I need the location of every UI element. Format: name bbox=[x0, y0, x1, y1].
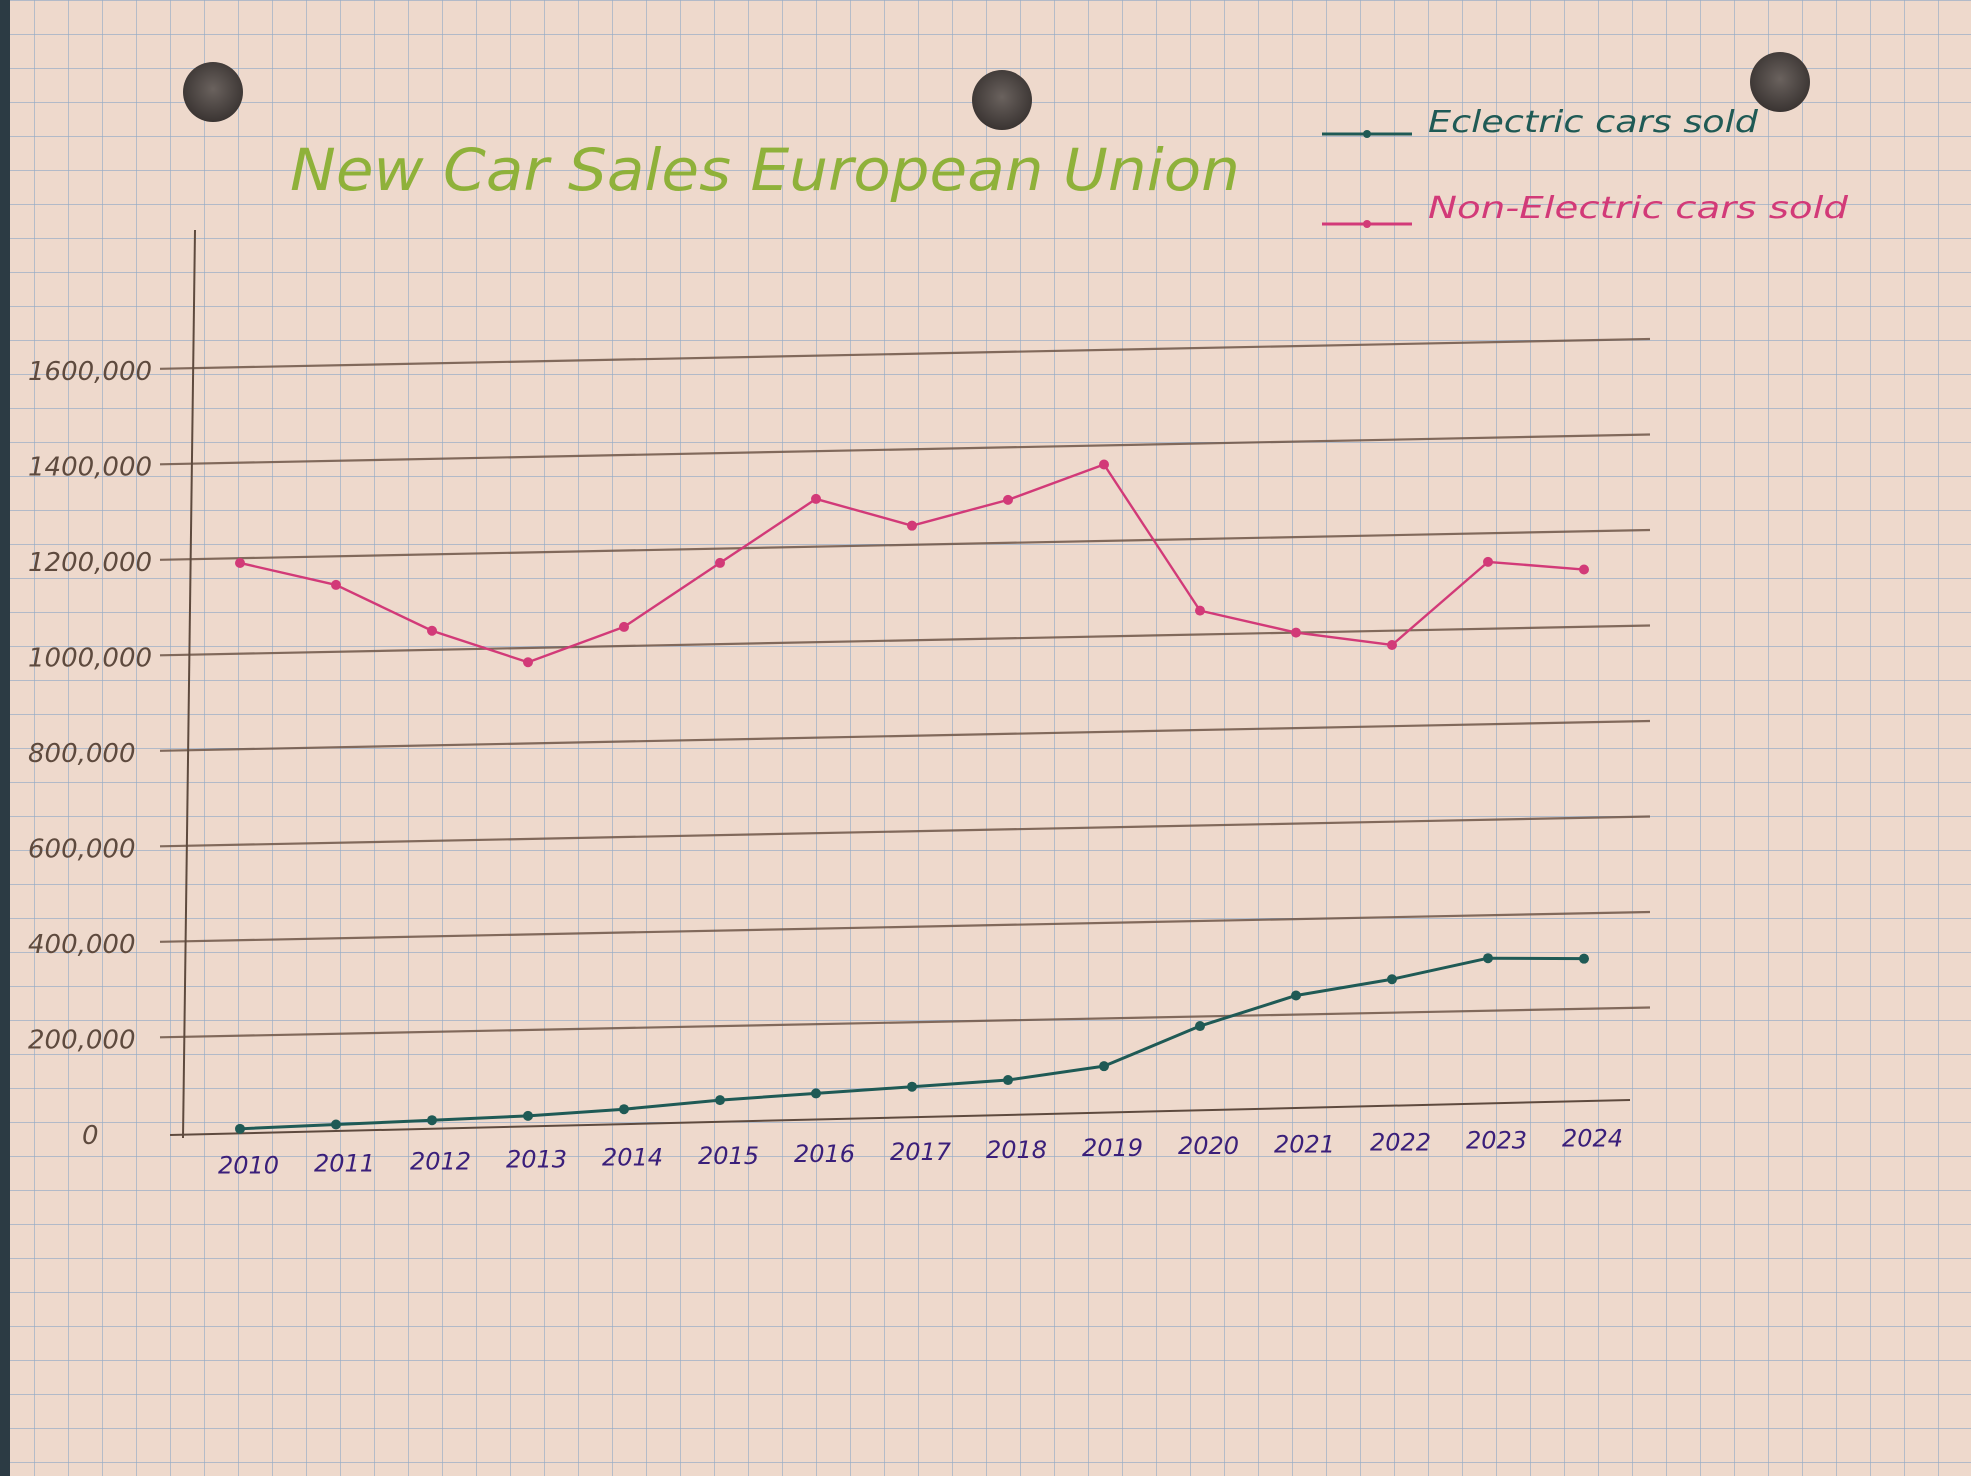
data-point bbox=[1387, 639, 1397, 650]
data-point bbox=[523, 657, 533, 668]
x-tick-label: 2021 bbox=[1274, 1130, 1335, 1158]
x-tick-label: 2023 bbox=[1466, 1126, 1527, 1154]
gridline bbox=[159, 1006, 1651, 1039]
data-point bbox=[1195, 1021, 1205, 1032]
gridline bbox=[159, 433, 1651, 466]
axes bbox=[169, 229, 1631, 1139]
data-point bbox=[331, 1119, 341, 1130]
data-point bbox=[715, 557, 725, 568]
data-point bbox=[331, 579, 341, 590]
x-tick-label: 2017 bbox=[890, 1138, 952, 1166]
series-electric bbox=[235, 953, 1589, 1134]
x-tick-label: 2015 bbox=[698, 1142, 759, 1170]
gridline bbox=[159, 719, 1651, 752]
data-point bbox=[1291, 990, 1301, 1001]
punch-hole bbox=[972, 70, 1032, 130]
y-tick-label: 1600,000 bbox=[28, 357, 152, 387]
gridline bbox=[159, 337, 1651, 370]
x-axis-line bbox=[169, 1099, 1631, 1136]
data-point bbox=[1579, 564, 1589, 575]
y-tick-label: 0 bbox=[82, 1121, 99, 1151]
data-point bbox=[1291, 627, 1301, 638]
legend-marker-non-electric bbox=[1363, 220, 1371, 228]
data-point bbox=[1387, 974, 1397, 985]
data-point bbox=[1579, 953, 1589, 964]
data-point bbox=[1195, 605, 1205, 616]
data-point bbox=[907, 1081, 917, 1092]
x-tick-label: 2018 bbox=[986, 1136, 1047, 1164]
data-point bbox=[811, 1088, 821, 1099]
gridline bbox=[159, 910, 1651, 943]
y-tick-label: 1400,000 bbox=[28, 453, 152, 483]
x-tick-label: 2024 bbox=[1562, 1125, 1623, 1153]
y-tick-label: 600,000 bbox=[28, 835, 136, 865]
x-tick-label: 2014 bbox=[602, 1144, 663, 1172]
x-tick-label: 2019 bbox=[1082, 1134, 1143, 1162]
x-tick-label: 2016 bbox=[794, 1140, 855, 1168]
punch-hole bbox=[183, 62, 243, 122]
series-non-electric bbox=[235, 459, 1589, 668]
chart-title: New Car Sales European Union bbox=[290, 136, 1240, 204]
data-point bbox=[619, 1104, 629, 1115]
data-point bbox=[235, 557, 245, 568]
legend-item-non-electric: Non-Electric cars sold bbox=[1322, 191, 1849, 228]
data-point bbox=[523, 1110, 533, 1121]
y-tick-label: 400,000 bbox=[28, 930, 136, 960]
legend-item-electric: Eclectric cars sold bbox=[1322, 105, 1759, 140]
x-tick-label: 2020 bbox=[1178, 1132, 1239, 1160]
x-tick-label: 2012 bbox=[410, 1148, 471, 1176]
y-tick-label: 1000,000 bbox=[28, 644, 152, 674]
x-tick-label: 2022 bbox=[1370, 1128, 1431, 1156]
data-point bbox=[235, 1123, 245, 1134]
y-tick-label: 200,000 bbox=[28, 1026, 136, 1056]
gridline bbox=[159, 815, 1651, 848]
y-axis-line bbox=[182, 229, 196, 1139]
data-point bbox=[1003, 1075, 1013, 1086]
x-tick-label: 2011 bbox=[314, 1149, 375, 1177]
legend-marker-electric bbox=[1363, 130, 1371, 138]
series-lines bbox=[235, 459, 1589, 1134]
horizontal-gridlines bbox=[159, 337, 1651, 1039]
paper-sheet bbox=[10, 0, 1971, 1476]
y-tick-label: 800,000 bbox=[28, 739, 136, 769]
data-point bbox=[1003, 494, 1013, 505]
x-tick-label: 2010 bbox=[218, 1151, 279, 1179]
legend: Eclectric cars sold Non-Electric cars so… bbox=[1322, 105, 1849, 228]
punch-hole bbox=[1750, 52, 1810, 112]
data-point bbox=[811, 493, 821, 504]
y-tick-label: 1200,000 bbox=[28, 548, 152, 578]
data-point bbox=[1099, 459, 1109, 470]
data-point bbox=[619, 621, 629, 632]
data-point bbox=[1483, 556, 1493, 567]
x-tick-labels: 2010 2011 2012 2013 2014 2015 2016 2017 2018 2019… bbox=[218, 1125, 1623, 1180]
data-point bbox=[427, 1115, 437, 1126]
legend-label-electric: Eclectric cars sold bbox=[1428, 105, 1759, 140]
legend-label-non-electric: Non-Electric cars sold bbox=[1428, 191, 1849, 226]
data-point bbox=[907, 520, 917, 531]
punch-holes bbox=[183, 52, 1810, 130]
data-point bbox=[715, 1095, 725, 1106]
x-tick-label: 2013 bbox=[506, 1146, 567, 1174]
data-point bbox=[1099, 1061, 1109, 1072]
gridline bbox=[159, 528, 1651, 561]
data-point bbox=[427, 625, 437, 636]
y-tick-labels: 0 200,000 400,000 600,000 800,000 1000,000 120… bbox=[28, 357, 152, 1151]
data-point bbox=[1483, 953, 1493, 964]
gridline bbox=[159, 624, 1651, 657]
